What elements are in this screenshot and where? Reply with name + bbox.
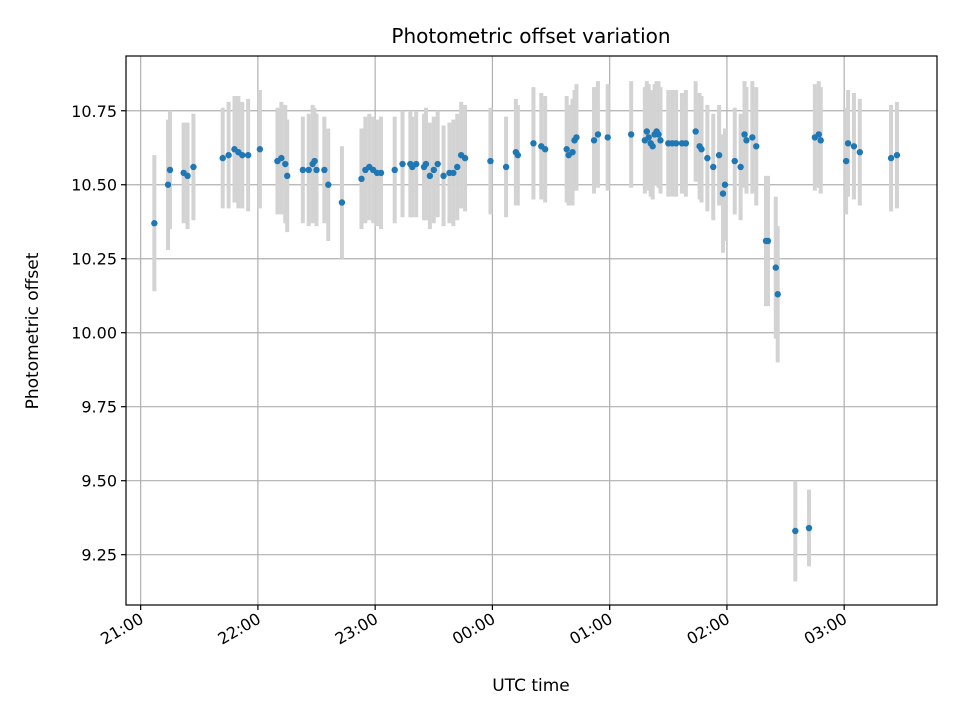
- data-point: [604, 134, 611, 141]
- data-point: [338, 199, 346, 206]
- data-point: [430, 166, 437, 174]
- data-point: [321, 166, 328, 174]
- y-tick-label: 9.50: [81, 472, 117, 491]
- data-point: [749, 134, 756, 141]
- data-point: [514, 151, 522, 159]
- data-point: [440, 172, 447, 180]
- data-point: [284, 172, 291, 180]
- data-point: [741, 131, 748, 138]
- data-point: [461, 154, 469, 162]
- data-point: [391, 166, 398, 174]
- data-point: [225, 151, 232, 159]
- data-point: [817, 137, 824, 144]
- data-point: [721, 181, 729, 188]
- data-point: [594, 131, 602, 138]
- data-point: [856, 148, 864, 156]
- data-point: [772, 264, 779, 271]
- data-point: [710, 163, 717, 171]
- data-point: [682, 140, 690, 147]
- x-axis-label: UTC time: [492, 676, 570, 696]
- y-tick-label: 10.00: [71, 324, 117, 343]
- data-point: [672, 140, 680, 147]
- data-point: [715, 151, 723, 159]
- y-tick-label: 9.25: [81, 546, 117, 565]
- data-point: [764, 237, 772, 245]
- data-point: [645, 134, 652, 141]
- data-point: [692, 128, 699, 135]
- data-point: [805, 524, 813, 532]
- data-point: [743, 137, 750, 144]
- y-tick-label: 10.75: [71, 102, 117, 121]
- data-point: [893, 151, 901, 159]
- data-point: [657, 137, 664, 144]
- data-point: [377, 169, 385, 177]
- data-point: [842, 157, 850, 165]
- data-point: [164, 181, 172, 188]
- data-point: [530, 140, 537, 147]
- y-tick-label: 9.75: [81, 398, 117, 417]
- data-point: [502, 163, 510, 171]
- data-point: [325, 181, 332, 188]
- data-point: [655, 131, 662, 138]
- data-point: [573, 134, 580, 141]
- data-point: [649, 143, 656, 150]
- data-point: [487, 157, 494, 165]
- data-point: [166, 166, 174, 174]
- data-point: [753, 143, 760, 150]
- data-point: [358, 175, 365, 183]
- data-point: [422, 160, 430, 168]
- data-point: [737, 163, 744, 171]
- y-axis-label: Photometric offset: [23, 252, 43, 409]
- data-point: [311, 157, 318, 165]
- data-point: [704, 154, 711, 162]
- data-point: [239, 151, 246, 159]
- data-point: [541, 146, 549, 153]
- data-point: [305, 166, 312, 174]
- y-axis-ticks: 9.25 9.50 9.75 10.00 10.25 10.50 10.75: [71, 102, 126, 565]
- y-tick-label: 10.25: [71, 250, 117, 269]
- data-point: [256, 146, 264, 153]
- data-point: [151, 220, 158, 227]
- data-point: [850, 143, 858, 150]
- data-point: [731, 157, 738, 165]
- data-point: [643, 128, 650, 135]
- data-point: [244, 151, 252, 159]
- data-point: [413, 160, 420, 168]
- data-point: [450, 169, 457, 177]
- data-point: [219, 154, 226, 162]
- data-point: [698, 146, 705, 153]
- chart-title: Photometric offset variation: [391, 24, 670, 48]
- data-point: [719, 190, 727, 197]
- data-point: [399, 160, 406, 168]
- data-point: [627, 131, 635, 138]
- y-tick-label: 10.50: [71, 176, 117, 195]
- data-point: [590, 137, 598, 144]
- data-point: [454, 163, 461, 171]
- data-point: [426, 172, 434, 180]
- data-point: [190, 163, 197, 171]
- data-point: [774, 291, 781, 298]
- data-point: [792, 527, 799, 535]
- data-points: [151, 128, 901, 535]
- data-point: [887, 154, 895, 162]
- data-point: [569, 148, 576, 156]
- data-point: [434, 160, 441, 168]
- data-point: [278, 154, 285, 162]
- data-point: [815, 131, 822, 138]
- data-point: [313, 166, 320, 174]
- data-point: [184, 172, 191, 180]
- data-point: [282, 160, 289, 168]
- data-point: [563, 146, 570, 153]
- data-point: [299, 166, 307, 174]
- plot-frame: [125, 55, 938, 606]
- data-point: [844, 140, 852, 147]
